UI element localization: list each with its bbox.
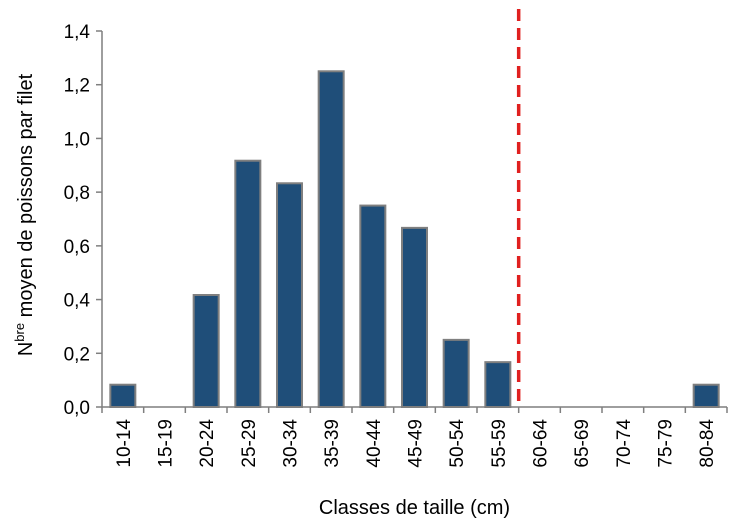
bar-50-54 — [442, 338, 470, 408]
x-tick-label: 80-84 — [697, 419, 718, 468]
bars-group — [109, 70, 720, 409]
y-axis-title-superscript: bre — [12, 323, 27, 342]
bar-35-39 — [317, 70, 345, 408]
bar-40-44 — [359, 204, 387, 408]
x-tick-label: 35-39 — [322, 419, 343, 468]
bar-25-29 — [234, 159, 262, 408]
y-tick-label: 1,4 — [64, 22, 91, 43]
y-tick-label: 1,2 — [64, 76, 90, 97]
x-tick-label: 65-69 — [572, 419, 593, 468]
bar-45-49 — [401, 226, 428, 408]
y-tick-label: 0,4 — [64, 291, 91, 312]
y-tick-label: 1,0 — [64, 129, 90, 150]
bar-80-84 — [692, 383, 720, 408]
y-tick-label: 0,0 — [64, 398, 90, 419]
x-tick-label: 60-64 — [531, 419, 552, 468]
x-tick-label: 20-24 — [197, 419, 218, 468]
bar-10-14 — [109, 383, 137, 408]
x-tick-label: 10-14 — [114, 419, 135, 468]
bar-55-59 — [484, 361, 512, 408]
y-axis-title-rest: moyen de poissons par filet — [15, 73, 37, 322]
x-ticks-group: 10-14 15-19 20-24 25-29 30-34 35-39 40-44 45-49… — [101, 407, 728, 468]
x-tick-label: 55-59 — [489, 419, 510, 468]
y-tick-label: 0,2 — [64, 344, 90, 365]
x-tick-label: 45-49 — [406, 419, 427, 468]
y-axis-title-prefix: N — [15, 342, 37, 356]
y-axis-title: Nbre moyen de poissons par filet — [12, 73, 37, 356]
x-tick-label: 50-54 — [447, 419, 468, 468]
bar-20-24 — [192, 294, 220, 409]
x-tick-label: 70-74 — [614, 419, 635, 468]
x-tick-label: 75-79 — [656, 419, 677, 468]
x-tick-label: 30-34 — [281, 419, 302, 468]
x-tick-label: 25-29 — [239, 419, 260, 468]
y-tick-label: 0,8 — [64, 183, 90, 204]
y-tick-label: 0,6 — [64, 237, 90, 258]
x-axis-title: Classes de taille (cm) — [319, 497, 510, 519]
x-tick-label: 40-44 — [364, 419, 385, 468]
bar-30-34 — [276, 182, 303, 408]
y-ticks-group: 0,0 0,2 0,4 0,6 0,8 1,0 1,2 1,4 — [64, 22, 102, 419]
x-tick-label: 15-19 — [156, 419, 177, 468]
